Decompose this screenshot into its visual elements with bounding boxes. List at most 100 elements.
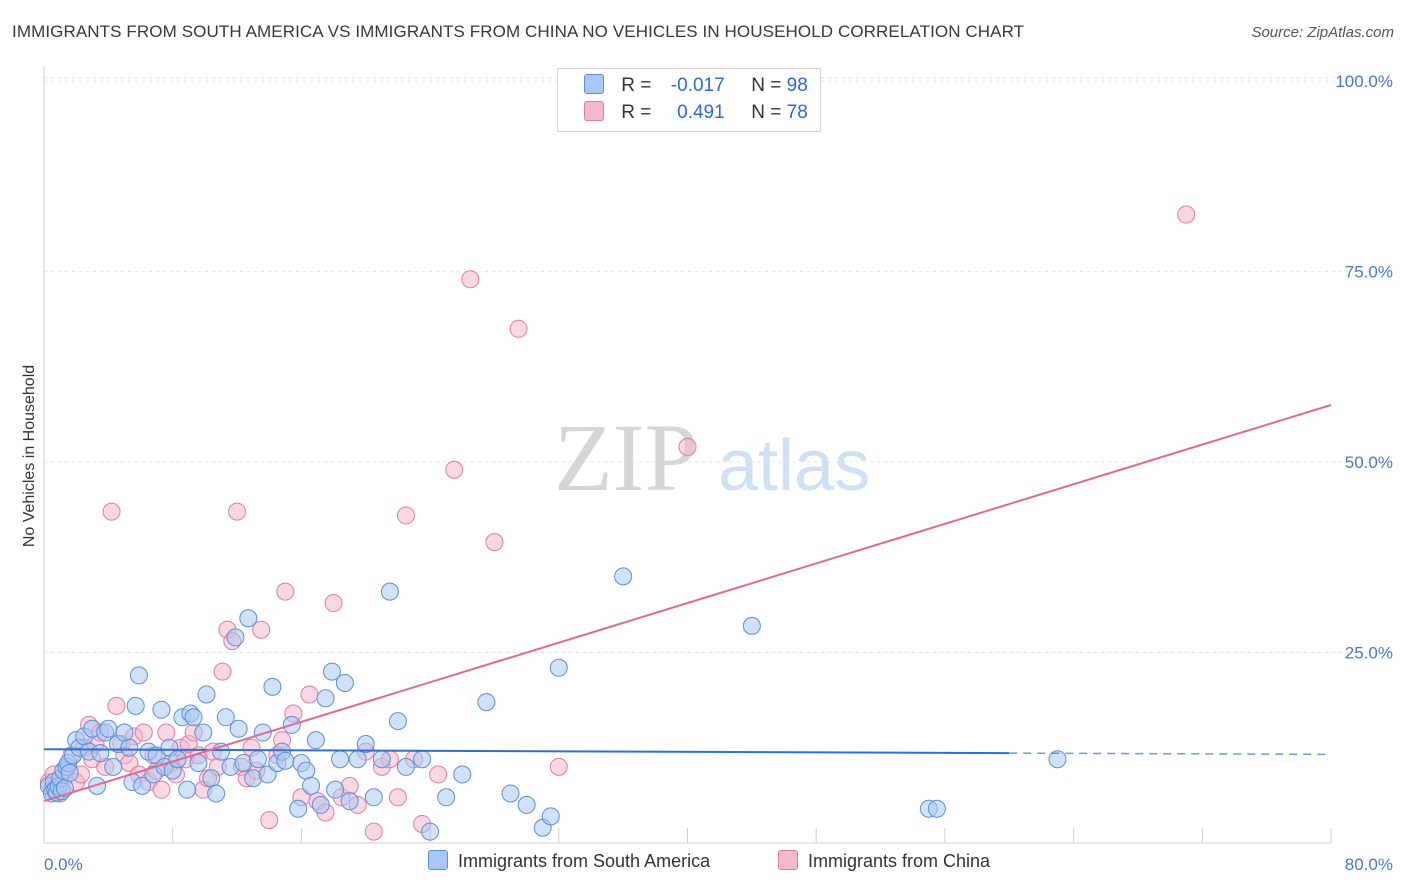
china-trend-line: [43, 404, 1332, 803]
legend-r-value: 0.491: [677, 102, 725, 123]
legend-r-label: R =: [621, 75, 652, 96]
legend-r-label: R =: [621, 102, 652, 123]
china-point: [157, 723, 176, 742]
south-america-point: [388, 712, 407, 731]
legend-r-value: -0.017: [670, 75, 725, 96]
series-china-points: [39, 205, 1196, 841]
china-point: [107, 696, 126, 715]
tick-labels: 25.0% 50.0% 75.0% 100.0% 0.0% 80.0%: [44, 72, 1393, 874]
watermark: ZIP atlas: [554, 404, 870, 511]
china-point: [252, 620, 271, 639]
legend-n-value: 78: [786, 102, 808, 123]
china-point: [134, 723, 153, 742]
south-america-point: [549, 658, 568, 677]
x-tick-label: 0.0%: [44, 855, 83, 874]
south-america-point: [248, 750, 267, 769]
bottom-legend-china: Immigrants from China: [778, 850, 990, 872]
y-tick-label: 100.0%: [1335, 72, 1393, 91]
legend-row-china: R = 0.491 N = 78: [584, 101, 808, 127]
south-america-point: [335, 674, 354, 693]
source-label: Source: ZipAtlas.com: [1251, 24, 1394, 41]
south-america-point: [133, 776, 152, 795]
bottom-legend-label: Immigrants from China: [808, 851, 991, 871]
south-america-trend-extension: [1009, 752, 1332, 756]
south-america-point: [340, 792, 359, 811]
china-point: [260, 811, 279, 830]
series-south-america-points: [39, 567, 1067, 841]
south-america-trend-line: [43, 748, 1010, 755]
china-point: [1177, 205, 1196, 224]
south-america-point: [194, 723, 213, 742]
south-america-point: [437, 788, 456, 807]
y-axis-title: No Vehicles in Household: [21, 365, 38, 547]
legend-n-value: 98: [786, 75, 808, 96]
south-america-point: [1048, 750, 1067, 769]
china-point: [300, 685, 319, 704]
south-america-point: [517, 795, 536, 814]
south-america-point: [184, 708, 203, 727]
legend-n-label: N =: [751, 102, 782, 123]
x-tick-label: 80.0%: [1345, 855, 1393, 874]
south-america-point: [129, 666, 148, 685]
watermark-zip: ZIP: [554, 404, 698, 511]
south-america-point: [501, 784, 520, 803]
south-america-point: [229, 719, 248, 738]
china-point: [461, 270, 480, 289]
legend-swatch-south-america: [584, 74, 604, 94]
south-america-point: [289, 799, 308, 818]
china-point: [152, 780, 171, 799]
south-america-point: [197, 685, 216, 704]
south-america-point: [302, 776, 321, 795]
south-america-point: [421, 822, 440, 841]
bottom-legend-swatch-china: [778, 850, 798, 870]
south-america-point: [202, 769, 221, 788]
south-america-point: [477, 693, 496, 712]
chart-title: IMMIGRANTS FROM SOUTH AMERICA VS IMMIGRA…: [12, 22, 1025, 41]
south-america-point: [91, 744, 110, 763]
south-america-point: [364, 788, 383, 807]
legend-row-south-america: R = -0.017 N = 98: [584, 74, 808, 100]
legend: R = -0.017 N = 98 R = 0.491 N = 78: [557, 68, 821, 132]
south-america-point: [380, 582, 399, 601]
south-america-point: [316, 689, 335, 708]
china-point: [445, 460, 464, 479]
south-america-point: [126, 696, 145, 715]
y-tick-label: 75.0%: [1345, 263, 1393, 282]
china-point: [276, 582, 295, 601]
south-america-point: [306, 731, 325, 750]
south-america-point: [614, 567, 633, 586]
trend-lines: [43, 404, 1332, 803]
south-america-point: [311, 795, 330, 814]
south-america-point: [742, 616, 761, 635]
south-america-point: [356, 734, 375, 753]
grid-lines: [44, 77, 1393, 654]
china-point: [429, 765, 448, 784]
china-point: [485, 533, 504, 552]
south-america-point: [413, 750, 432, 769]
south-america-point: [216, 708, 235, 727]
china-point: [678, 437, 697, 456]
legend-swatch-china: [584, 101, 604, 121]
china-point: [549, 757, 568, 776]
south-america-point: [348, 750, 367, 769]
south-america-point: [120, 738, 139, 757]
south-america-point: [326, 780, 345, 799]
china-point: [213, 662, 232, 681]
south-america-point: [189, 754, 208, 773]
south-america-point: [453, 765, 472, 784]
china-point: [364, 822, 383, 841]
china-point: [388, 788, 407, 807]
china-point: [509, 319, 528, 338]
bottom-legend-swatch-south-america: [428, 850, 448, 870]
south-america-point: [541, 807, 560, 826]
south-america-point: [322, 662, 341, 681]
south-america-point: [331, 750, 350, 769]
watermark-atlas: atlas: [718, 426, 870, 506]
south-america-point: [276, 751, 295, 770]
china-point: [228, 502, 247, 521]
south-america-point: [178, 780, 197, 799]
south-america-point: [60, 763, 79, 782]
china-point: [102, 502, 121, 521]
south-america-point: [88, 776, 107, 795]
